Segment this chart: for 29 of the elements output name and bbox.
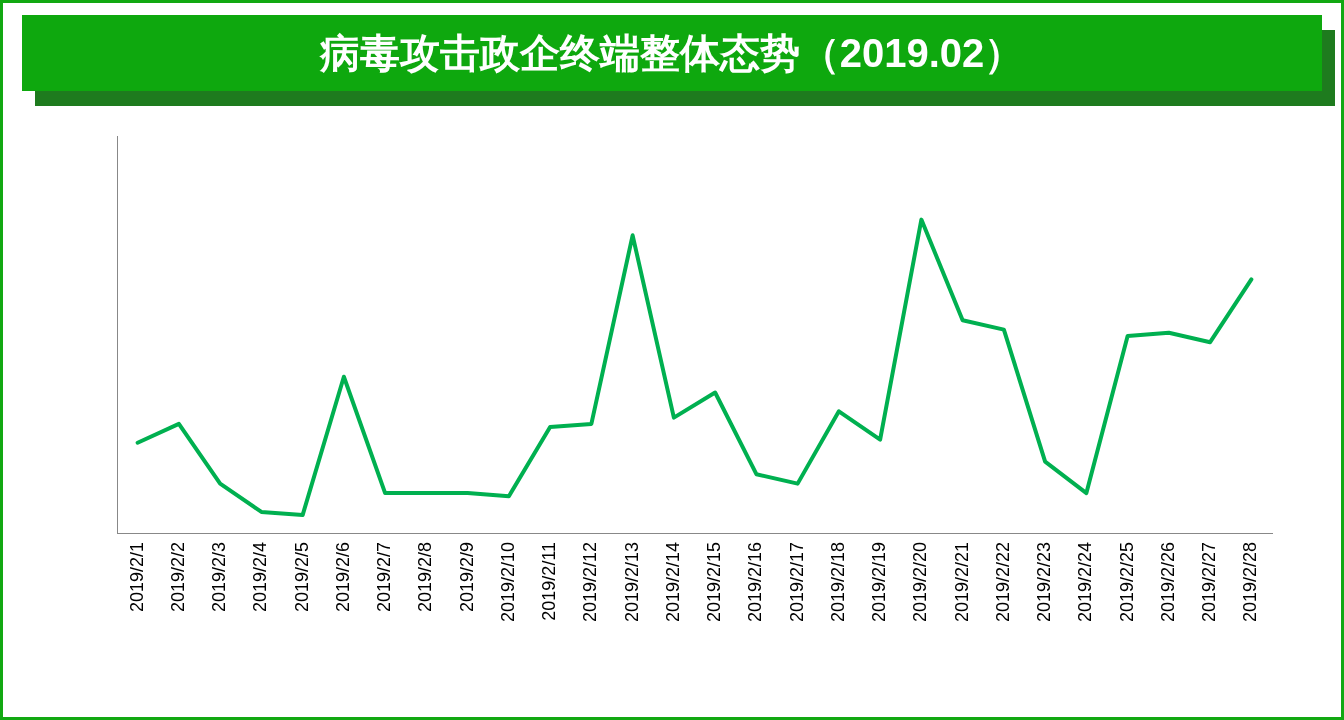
x-tick-label: 2019/2/10 <box>497 541 518 622</box>
x-tick-label: 2019/2/16 <box>745 541 766 622</box>
x-tick-label: 2019/2/18 <box>827 541 848 622</box>
x-tick-label: 2019/2/20 <box>910 541 931 622</box>
x-tick-label: 2019/2/13 <box>621 541 642 622</box>
x-tick-label: 2019/2/2 <box>167 541 188 612</box>
x-tick-label: 2019/2/25 <box>1116 541 1137 622</box>
x-tick-label: 2019/2/4 <box>250 541 271 612</box>
x-tick-label: 2019/2/27 <box>1199 541 1220 622</box>
x-tick-label: 2019/2/26 <box>1157 541 1178 622</box>
x-tick-label: 2019/2/24 <box>1075 541 1096 622</box>
x-tick-label: 2019/2/23 <box>1034 541 1055 622</box>
x-tick-label: 2019/2/11 <box>539 541 560 621</box>
chart-title: 病毒攻击政企终端整体态势（2019.02） <box>319 30 1025 77</box>
x-tick-label: 2019/2/9 <box>456 541 477 612</box>
x-tick-label: 2019/2/28 <box>1240 541 1261 622</box>
x-tick-label: 2019/2/3 <box>209 541 230 612</box>
x-tick-label: 2019/2/7 <box>374 541 395 612</box>
x-tick-label: 2019/2/21 <box>951 541 972 622</box>
x-tick-label: 2019/2/22 <box>992 541 1013 622</box>
x-tick-label: 2019/2/5 <box>291 541 312 612</box>
x-tick-label: 2019/2/6 <box>332 541 353 612</box>
x-tick-label: 2019/2/12 <box>580 541 601 622</box>
x-tick-label: 2019/2/19 <box>869 541 890 622</box>
x-tick-label: 2019/2/1 <box>126 541 147 612</box>
x-tick-label: 2019/2/8 <box>415 541 436 612</box>
x-tick-label: 2019/2/14 <box>662 541 683 622</box>
x-tick-label: 2019/2/17 <box>786 541 807 622</box>
x-tick-label: 2019/2/15 <box>704 541 725 622</box>
